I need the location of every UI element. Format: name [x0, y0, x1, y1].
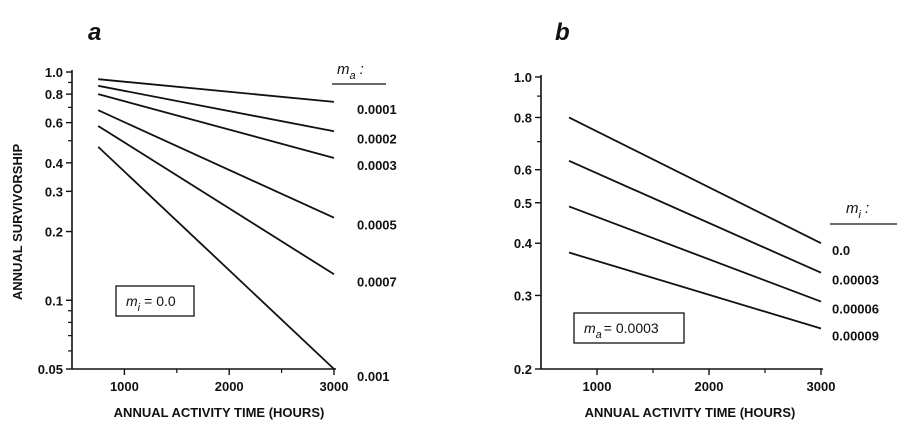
- panel-a-x-tick-label: 2000: [215, 379, 244, 394]
- panel-b-series-line-0: [568, 116, 822, 245]
- panel-b-y-tick-label: 0.2: [514, 362, 532, 377]
- panel-a-y-tick-label: 0.4: [45, 156, 64, 171]
- panel-a-x-axis-label: ANNUAL ACTIVITY TIME (HOURS): [114, 405, 325, 420]
- panel-a-series-line-3: [97, 109, 335, 219]
- svg-text:mi= 0.0: mi = 0.0: [126, 293, 176, 314]
- panel-a-series-line-0: [98, 78, 335, 103]
- panel-a-legend-header: ma:: [332, 61, 386, 85]
- panel-a: a ANNUAL SURVIVORSHIP ANNUAL ACTIVITY TI…: [10, 19, 397, 420]
- svg-text:mi:: mi:: [846, 200, 869, 221]
- panel-b-y-tick-label: 1.0: [514, 70, 532, 85]
- panel-b-series-line-3: [568, 251, 822, 330]
- panel-b-annotation-box: ma = 0.0003: [573, 312, 685, 344]
- panel-b-x-axis-label: ANNUAL ACTIVITY TIME (HOURS): [585, 405, 796, 420]
- panel-b-annotation-sub: a: [596, 329, 602, 341]
- panel-a-annotation-sub: i: [138, 302, 141, 314]
- panel-a-y-tick-label: 1.0: [45, 65, 63, 80]
- panel-b: b ANNUAL ACTIVITY TIME (HOURS) mi: ma = 0…: [514, 19, 897, 420]
- panel-a-y-tick-label: 0.3: [45, 184, 63, 199]
- panel-a-x-tick-label: 1000: [110, 379, 139, 394]
- panel-b-series-line-1: [568, 160, 822, 274]
- panel-b-y-tick-label: 0.3: [514, 288, 532, 303]
- panel-a-y-tick-label: 0.8: [45, 87, 63, 102]
- panel-a-x-tick-label: 3000: [320, 379, 349, 394]
- panel-b-x-tick-label: 3000: [807, 379, 836, 394]
- panel-a-series-label-5: 0.001: [357, 369, 390, 384]
- panel-b-x-tick-label: 2000: [695, 379, 724, 394]
- panel-a-series-label-3: 0.0005: [357, 218, 397, 233]
- panel-a-series-label-1: 0.0002: [357, 131, 397, 146]
- panel-b-annotation-main: m: [584, 320, 596, 336]
- panel-a-annotation-main: m: [126, 293, 138, 309]
- panel-a-annotation-box: mi = 0.0: [115, 285, 195, 317]
- svg-text:ma= 0.0003: ma = 0.0003: [584, 320, 659, 341]
- panel-b-y-tick-label: 0.8: [514, 110, 532, 125]
- panel-b-legend-header-main: m: [846, 200, 859, 217]
- panel-b-series-label-3: 0.00009: [832, 329, 879, 344]
- panel-a-y-tick-label: 0.2: [45, 225, 63, 240]
- panel-a-annotation-rest: = 0.0: [144, 293, 176, 309]
- panel-b-annotation-frame: [573, 312, 685, 344]
- panel-a-legend-header-main: m: [337, 61, 350, 78]
- panel-a-series-line-1: [98, 84, 335, 133]
- panel-b-y-tick-label: 0.5: [514, 196, 532, 211]
- panel-b-series-label-2: 0.00006: [832, 302, 879, 317]
- panel-b-annotation-rest: = 0.0003: [604, 320, 659, 336]
- panel-a-series-line-4: [97, 125, 335, 276]
- panel-b-series-label-0: 0.0: [832, 243, 850, 258]
- panel-a-y-axis-label: ANNUAL SURVIVORSHIP: [10, 144, 25, 301]
- panel-a-letter: a: [88, 19, 101, 46]
- panel-b-y-tick-label: 0.6: [514, 163, 532, 178]
- panel-b-legend-header: mi:: [830, 200, 897, 225]
- panel-a-y-tick-label: 0.6: [45, 116, 63, 131]
- panel-a-y-tick-label: 0.05: [38, 362, 63, 377]
- panel-a-series-label-0: 0.0001: [357, 102, 397, 117]
- panel-b-series-label-1: 0.00003: [832, 273, 879, 288]
- panel-a-annotation-frame: [115, 285, 195, 317]
- panel-a-legend-header-sub: a: [350, 70, 356, 82]
- panel-a-series-line-5: [97, 146, 335, 370]
- panel-b-series-line-2: [568, 205, 822, 303]
- panel-a-y-tick-label: 0.1: [45, 293, 63, 308]
- panel-b-letter: b: [555, 19, 570, 46]
- panel-b-y-tick-label: 0.4: [514, 236, 533, 251]
- panel-a-series-label-2: 0.0003: [357, 158, 397, 173]
- panel-a-series-label-4: 0.0007: [357, 274, 397, 289]
- svg-text:ma:: ma:: [337, 61, 364, 82]
- panel-b-legend-header-suffix: :: [865, 200, 869, 217]
- panel-a-series-line-2: [97, 93, 335, 159]
- panel-b-x-tick-label: 1000: [583, 379, 612, 394]
- panel-a-legend-header-suffix: :: [360, 61, 364, 78]
- panel-b-legend-header-sub: i: [859, 209, 862, 221]
